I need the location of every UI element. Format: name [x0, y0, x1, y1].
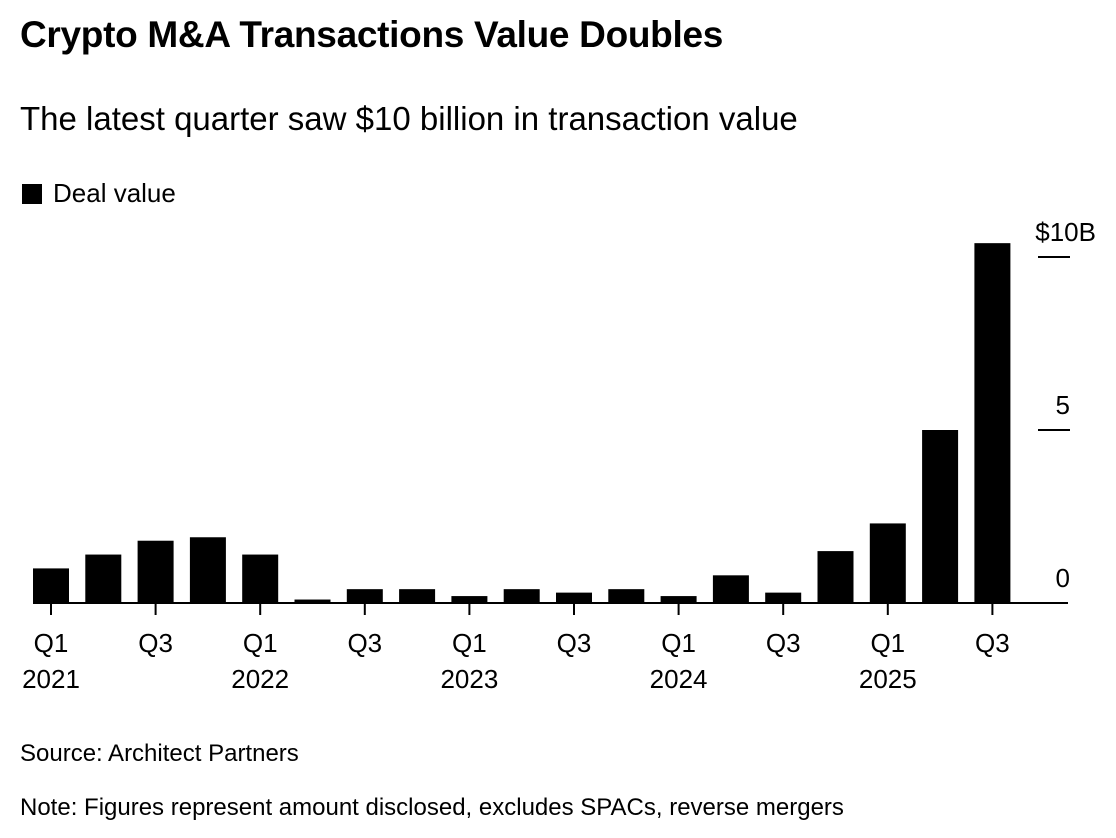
chart-subtitle: The latest quarter saw $10 billion in tr… [20, 100, 798, 137]
bar-q4-2022 [399, 589, 436, 603]
source-note: Source: Architect Partners [20, 740, 299, 767]
x-axis: Q1 2021 Q3 Q1 2022 Q3 Q1 2023 Q3 Q1 2024 Q3 Q1 2025 Q3 [22, 602, 1068, 694]
bar-q1-2025 [869, 523, 906, 603]
x-tick-label-year: 2021 [22, 664, 80, 694]
bar-q1-2022 [242, 554, 279, 603]
x-tick-label-year: 2024 [650, 664, 708, 694]
legend-label-deal-value: Deal value [53, 178, 176, 208]
bar-q3-2025 [974, 243, 1011, 603]
bar-q1-2023 [451, 596, 488, 603]
x-tick-label-quarter: Q1 [243, 628, 278, 658]
x-tick-label-quarter: Q1 [452, 628, 487, 658]
bar-q4-2024 [817, 551, 854, 603]
x-tick-label-quarter: Q3 [138, 628, 173, 658]
legend-swatch-deal-value [22, 183, 42, 204]
bar-q2-2024 [712, 575, 749, 603]
legend: Deal value [22, 178, 176, 209]
bar-q3-2021 [137, 540, 174, 603]
x-tick-label-quarter: Q1 [870, 628, 905, 658]
y-tick-label: $10B [1035, 217, 1096, 247]
x-tick-label-quarter: Q3 [766, 628, 801, 658]
y-axis: 0 5 $10B [1035, 217, 1096, 593]
footnote: Note: Figures represent amount disclosed… [20, 794, 844, 821]
chart-title: Crypto M&A Transactions Value Doubles [20, 14, 724, 55]
x-tick-label-year: 2022 [231, 664, 289, 694]
bars-group [33, 243, 1011, 603]
x-tick-label-quarter: Q1 [34, 628, 69, 658]
bar-q2-2021 [85, 554, 122, 603]
bar-q2-2023 [503, 589, 540, 603]
y-tick-label: 5 [1056, 390, 1070, 420]
bar-q2-2025 [922, 430, 959, 603]
bar-q3-2022 [346, 589, 383, 603]
x-tick-label-year: 2023 [440, 664, 498, 694]
x-tick-label-quarter: Q1 [661, 628, 696, 658]
bar-q4-2021 [189, 537, 226, 603]
x-tick-label-quarter: Q3 [557, 628, 592, 658]
bar-q2-2022 [294, 599, 331, 603]
bar-q4-2023 [608, 589, 645, 603]
x-tick-label-quarter: Q3 [975, 628, 1010, 658]
bar-q1-2021 [33, 568, 69, 603]
y-tick-label: 0 [1056, 563, 1070, 593]
x-tick-label-quarter: Q3 [347, 628, 382, 658]
x-tick-label-year: 2025 [859, 664, 917, 694]
bar-q3-2023 [556, 592, 592, 603]
bar-q1-2024 [660, 596, 697, 603]
bar-q3-2024 [765, 592, 802, 603]
